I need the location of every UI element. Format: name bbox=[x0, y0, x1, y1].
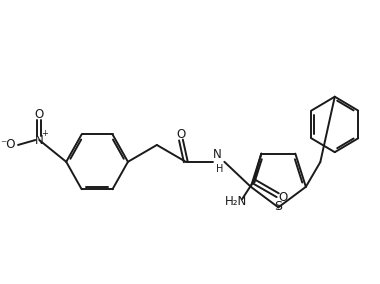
Text: ⁻O: ⁻O bbox=[1, 139, 16, 151]
Text: N: N bbox=[213, 148, 222, 161]
Text: O: O bbox=[176, 128, 185, 141]
Text: H₂N: H₂N bbox=[225, 195, 247, 208]
Text: S: S bbox=[274, 200, 282, 213]
Text: O: O bbox=[278, 191, 287, 204]
Text: H: H bbox=[216, 164, 223, 174]
Text: +: + bbox=[41, 129, 49, 137]
Text: O: O bbox=[35, 108, 44, 121]
Text: N: N bbox=[35, 133, 44, 147]
